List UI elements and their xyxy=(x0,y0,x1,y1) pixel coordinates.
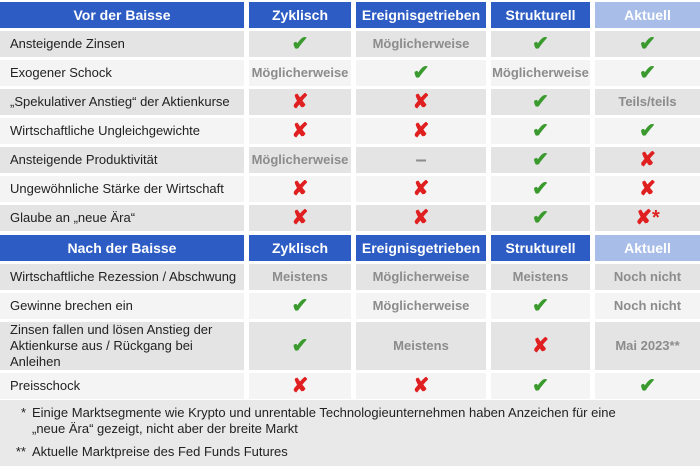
column-header: Strukturell xyxy=(491,2,590,28)
cell: ✔ xyxy=(595,118,700,144)
cell: ✔ xyxy=(491,118,590,144)
column-header: Aktuell xyxy=(595,2,700,28)
table-section: Vor der Baisse Zyklisch Ereignisgetrieben S… xyxy=(0,2,700,231)
row-label: Ansteigende Zinsen xyxy=(0,31,244,57)
cell: ✘ xyxy=(356,118,486,144)
cell: Teils/teils xyxy=(595,89,700,115)
cell: ✔ xyxy=(491,373,590,399)
row-label: Ungewöhnliche Stärke der Wirtschaft xyxy=(0,176,244,202)
cell: Möglicherweise xyxy=(356,264,486,290)
cell: ✔ xyxy=(595,60,700,86)
column-header: Ereignisgetrieben xyxy=(356,235,486,261)
cell: ✔ xyxy=(595,31,700,57)
cell: ✔ xyxy=(491,293,590,319)
row-label: Wirtschaftliche Ungleichgewichte xyxy=(0,118,244,144)
column-header: Ereignisgetrieben xyxy=(356,2,486,28)
column-header: Nach der Baisse xyxy=(0,235,244,261)
cell: ✔ xyxy=(491,31,590,57)
row-label: Preisschock xyxy=(0,373,244,399)
cell: ✘ xyxy=(595,147,700,173)
cell: ✔ xyxy=(249,322,351,370)
column-header: Zyklisch xyxy=(249,2,351,28)
column-header: Vor der Baisse xyxy=(0,2,244,28)
column-header: Strukturell xyxy=(491,235,590,261)
cell: ✘ xyxy=(356,373,486,399)
row-label: Gewinne brechen ein xyxy=(0,293,244,319)
cell: ✔ xyxy=(491,147,590,173)
cell: ✔ xyxy=(249,31,351,57)
row-label: Zinsen fallen und lösen Anstieg der Akti… xyxy=(0,322,244,370)
footnote-text: Einige Marktsegmente wie Krypto und unre… xyxy=(32,405,616,436)
footnote-text: Aktuelle Marktpreise des Fed Funds Futur… xyxy=(32,443,288,459)
cell: ✘ xyxy=(595,176,700,202)
cell: Meistens xyxy=(249,264,351,290)
footnote-marker: * xyxy=(20,405,26,420)
table-section: Nach der Baisse Zyklisch Ereignisgetrieben… xyxy=(0,235,700,399)
cell: – xyxy=(356,147,486,173)
row-label: Exogener Schock xyxy=(0,60,244,86)
cell: ✔ xyxy=(356,60,486,86)
column-header: Aktuell xyxy=(595,235,700,261)
row-label: Glaube an „neue Ära“ xyxy=(0,205,244,231)
footnote-marker: ** xyxy=(15,443,26,459)
cell: ✔ xyxy=(491,205,590,231)
cell: ✘* xyxy=(595,205,700,231)
cell: Mai 2023** xyxy=(595,322,700,370)
cell: ✔ xyxy=(249,293,351,319)
row-label: Wirtschaftliche Rezession / Abschwung xyxy=(0,264,244,290)
cell: Noch nicht xyxy=(595,293,700,319)
cell: Meistens xyxy=(356,322,486,370)
cell: Möglicherweise xyxy=(356,31,486,57)
cell: Möglicherweise xyxy=(356,293,486,319)
cell: ✔ xyxy=(491,89,590,115)
cell: Möglicherweise xyxy=(491,60,590,86)
cell: ✘ xyxy=(249,118,351,144)
column-header: Zyklisch xyxy=(249,235,351,261)
row-label: „Spekulativer Anstieg“ der Aktienkurse xyxy=(0,89,244,115)
cell: ✘ xyxy=(249,205,351,231)
cell: ✘ xyxy=(249,373,351,399)
cell: Möglicherweise xyxy=(249,60,351,86)
cell: ✔ xyxy=(595,373,700,399)
cell: ✘ xyxy=(356,176,486,202)
row-label: Ansteigende Produktivität xyxy=(0,147,244,173)
cell: Möglicherweise xyxy=(249,147,351,173)
cell: ✔ xyxy=(491,176,590,202)
cell: ✘ xyxy=(491,322,590,370)
footnotes: * Einige Marktsegmente wie Krypto und unr… xyxy=(0,400,700,466)
cell: Meistens xyxy=(491,264,590,290)
cell: ✘ xyxy=(356,89,486,115)
cell: ✘ xyxy=(249,89,351,115)
cell: ✘ xyxy=(356,205,486,231)
cell: Noch nicht xyxy=(595,264,700,290)
cell: ✘ xyxy=(249,176,351,202)
